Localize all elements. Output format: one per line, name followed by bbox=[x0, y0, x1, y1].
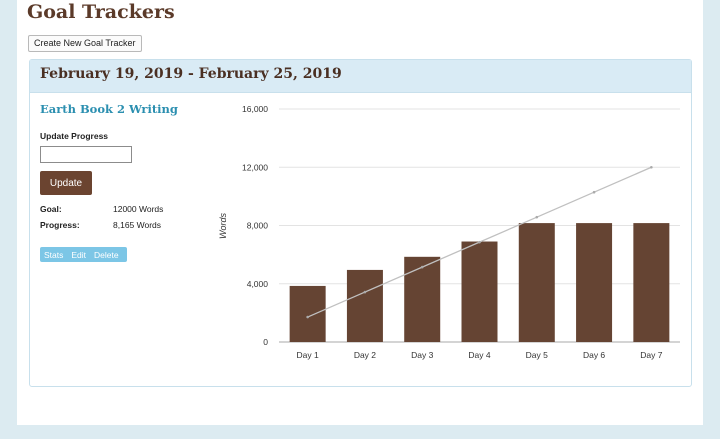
goal-point bbox=[650, 165, 653, 169]
update-progress-input[interactable] bbox=[40, 146, 132, 163]
date-range-title: February 19, 2019 - February 25, 2019 bbox=[40, 66, 342, 82]
goal-point bbox=[420, 265, 424, 269]
bar bbox=[404, 256, 441, 342]
edit-button[interactable]: Edit bbox=[71, 249, 87, 260]
goal-point bbox=[478, 240, 481, 244]
x-tick-label: Day 7 bbox=[640, 350, 662, 360]
bar bbox=[461, 241, 498, 342]
progress-label: Progress: bbox=[40, 220, 80, 230]
delete-button[interactable]: Delete bbox=[94, 249, 119, 260]
goal-point bbox=[363, 290, 367, 294]
goal-point bbox=[592, 190, 596, 194]
y-tick-label: 8,000 bbox=[247, 221, 269, 231]
goal-value: 12000 Words bbox=[113, 204, 164, 214]
tracker-name-link[interactable]: Earth Book 2 Writing bbox=[40, 102, 178, 116]
update-progress-label: Update Progress bbox=[40, 131, 109, 141]
page-title: Goal Trackers bbox=[27, 1, 175, 23]
tracker-actions: Stats Edit Delete bbox=[40, 247, 127, 262]
goal-point bbox=[535, 215, 539, 219]
y-tick-label: 12,000 bbox=[242, 162, 268, 172]
goal-label: Goal: bbox=[40, 204, 62, 214]
x-tick-label: Day 2 bbox=[354, 350, 376, 360]
panel-header: February 19, 2019 - February 25, 2019 bbox=[30, 60, 691, 93]
x-tick-label: Day 1 bbox=[297, 350, 319, 360]
y-axis-label: Words bbox=[218, 213, 228, 240]
x-tick-label: Day 4 bbox=[468, 350, 490, 360]
bar bbox=[633, 223, 670, 342]
create-goal-tracker-button[interactable]: Create New Goal Tracker bbox=[28, 35, 142, 52]
stats-button[interactable]: Stats bbox=[44, 249, 64, 260]
y-tick-label: 16,000 bbox=[242, 104, 268, 114]
update-button[interactable]: Update bbox=[40, 171, 92, 195]
bar bbox=[576, 223, 613, 342]
page-bottom bbox=[17, 425, 703, 439]
progress-value: 8,165 Words bbox=[113, 220, 162, 230]
bar bbox=[346, 269, 383, 342]
y-tick-label: 4,000 bbox=[247, 279, 269, 289]
x-tick-label: Day 3 bbox=[411, 350, 433, 360]
y-tick-label: 0 bbox=[263, 337, 268, 347]
x-tick-label: Day 5 bbox=[526, 350, 548, 360]
goal-point bbox=[306, 315, 309, 319]
bar bbox=[518, 223, 555, 342]
x-tick-label: Day 6 bbox=[583, 350, 605, 360]
bar bbox=[289, 285, 326, 342]
